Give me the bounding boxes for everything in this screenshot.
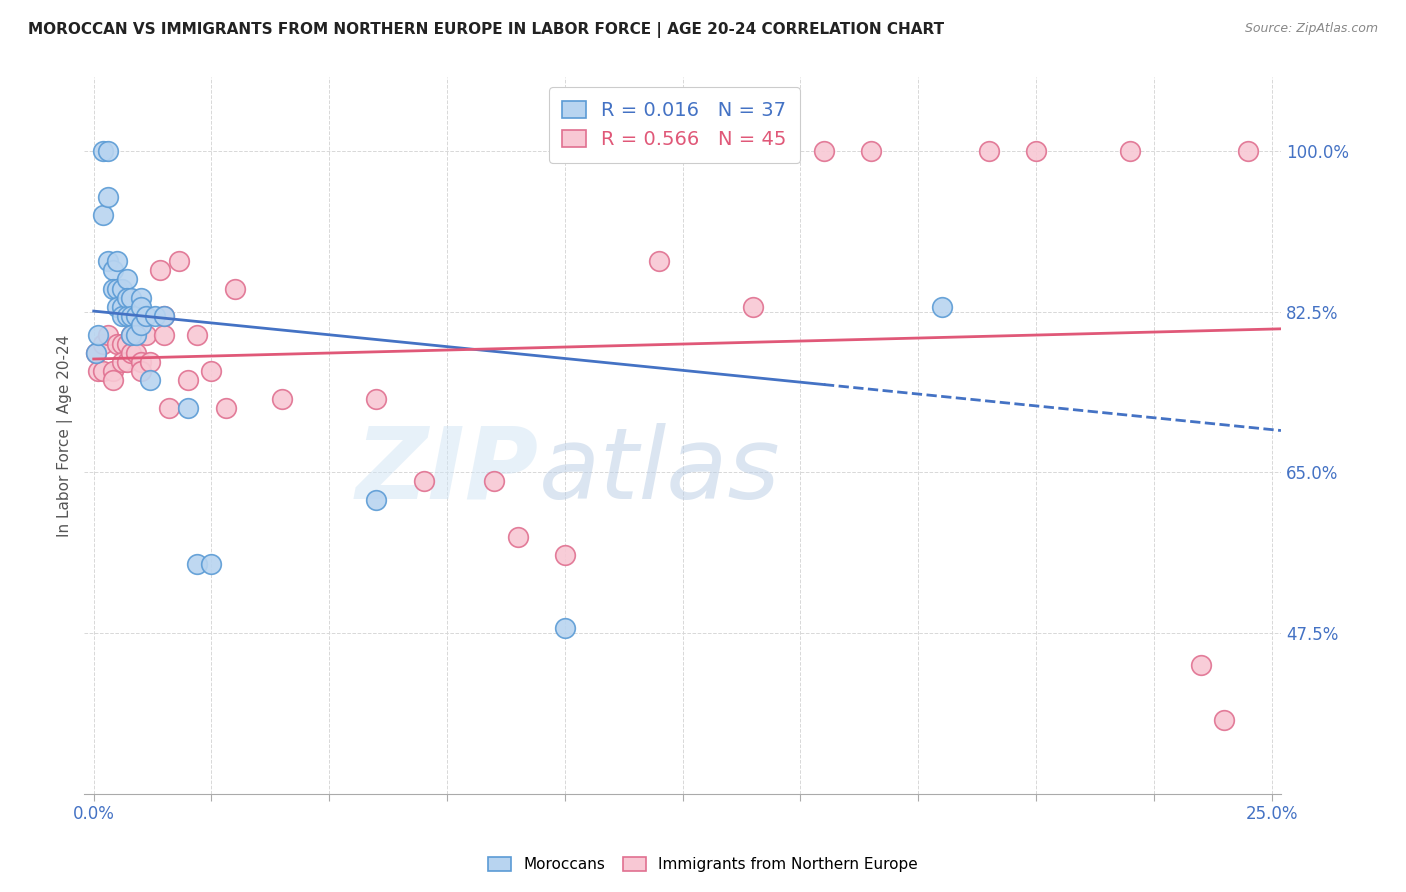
Point bbox=[115, 355, 138, 369]
Point bbox=[101, 282, 124, 296]
Point bbox=[143, 309, 166, 323]
Text: ZIP: ZIP bbox=[356, 423, 538, 520]
Point bbox=[120, 327, 142, 342]
Point bbox=[125, 346, 148, 360]
Point bbox=[101, 374, 124, 388]
Point bbox=[366, 492, 388, 507]
Point bbox=[120, 327, 142, 342]
Point bbox=[742, 144, 765, 158]
Point bbox=[105, 300, 128, 314]
Point bbox=[125, 327, 148, 342]
Point bbox=[87, 327, 110, 342]
Point bbox=[135, 327, 157, 342]
Point bbox=[84, 346, 107, 360]
Legend: R = 0.016   N = 37, R = 0.566   N = 45: R = 0.016 N = 37, R = 0.566 N = 45 bbox=[548, 87, 800, 163]
Point bbox=[1189, 658, 1212, 673]
Point bbox=[186, 557, 208, 571]
Point bbox=[125, 309, 148, 323]
Point bbox=[129, 318, 152, 333]
Point bbox=[149, 263, 172, 277]
Point bbox=[412, 475, 434, 489]
Point bbox=[129, 291, 152, 305]
Point bbox=[115, 291, 138, 305]
Point bbox=[177, 374, 200, 388]
Point bbox=[139, 374, 162, 388]
Point bbox=[129, 364, 152, 378]
Point bbox=[105, 254, 128, 268]
Legend: Moroccans, Immigrants from Northern Europe: Moroccans, Immigrants from Northern Euro… bbox=[481, 849, 925, 880]
Point bbox=[115, 309, 138, 323]
Point bbox=[105, 336, 128, 351]
Point bbox=[153, 327, 176, 342]
Point bbox=[742, 300, 765, 314]
Point bbox=[135, 309, 157, 323]
Point bbox=[115, 336, 138, 351]
Point bbox=[97, 327, 120, 342]
Point bbox=[84, 346, 107, 360]
Point bbox=[129, 300, 152, 314]
Point bbox=[554, 548, 576, 562]
Point bbox=[101, 364, 124, 378]
Point bbox=[153, 309, 176, 323]
Point bbox=[97, 254, 120, 268]
Point bbox=[177, 401, 200, 415]
Point bbox=[648, 254, 671, 268]
Point bbox=[1237, 144, 1260, 158]
Point bbox=[120, 291, 142, 305]
Point bbox=[366, 392, 388, 406]
Point bbox=[1213, 713, 1236, 727]
Text: atlas: atlas bbox=[538, 423, 780, 520]
Point bbox=[120, 346, 142, 360]
Point bbox=[97, 144, 120, 158]
Point bbox=[186, 327, 208, 342]
Point bbox=[91, 336, 114, 351]
Point bbox=[214, 401, 236, 415]
Point bbox=[931, 300, 953, 314]
Text: MOROCCAN VS IMMIGRANTS FROM NORTHERN EUROPE IN LABOR FORCE | AGE 20-24 CORRELATI: MOROCCAN VS IMMIGRANTS FROM NORTHERN EUR… bbox=[28, 22, 945, 38]
Point bbox=[506, 530, 529, 544]
Point bbox=[91, 364, 114, 378]
Point bbox=[200, 557, 222, 571]
Point bbox=[139, 355, 162, 369]
Point bbox=[157, 401, 180, 415]
Point bbox=[129, 355, 152, 369]
Point bbox=[97, 190, 120, 204]
Point bbox=[271, 392, 294, 406]
Point bbox=[482, 475, 505, 489]
Point bbox=[111, 355, 134, 369]
Text: Source: ZipAtlas.com: Source: ZipAtlas.com bbox=[1244, 22, 1378, 36]
Point bbox=[87, 364, 110, 378]
Point bbox=[101, 263, 124, 277]
Point bbox=[105, 282, 128, 296]
Point bbox=[167, 254, 190, 268]
Point bbox=[115, 272, 138, 286]
Point bbox=[120, 309, 142, 323]
Point bbox=[111, 336, 134, 351]
Point bbox=[813, 144, 835, 158]
Point bbox=[1119, 144, 1142, 158]
Point bbox=[91, 144, 114, 158]
Point bbox=[977, 144, 1000, 158]
Y-axis label: In Labor Force | Age 20-24: In Labor Force | Age 20-24 bbox=[58, 334, 73, 537]
Point bbox=[91, 208, 114, 222]
Point bbox=[1025, 144, 1047, 158]
Point bbox=[111, 300, 134, 314]
Point bbox=[224, 282, 246, 296]
Point bbox=[200, 364, 222, 378]
Point bbox=[111, 282, 134, 296]
Point bbox=[153, 309, 176, 323]
Point bbox=[554, 621, 576, 635]
Point bbox=[860, 144, 883, 158]
Point bbox=[111, 309, 134, 323]
